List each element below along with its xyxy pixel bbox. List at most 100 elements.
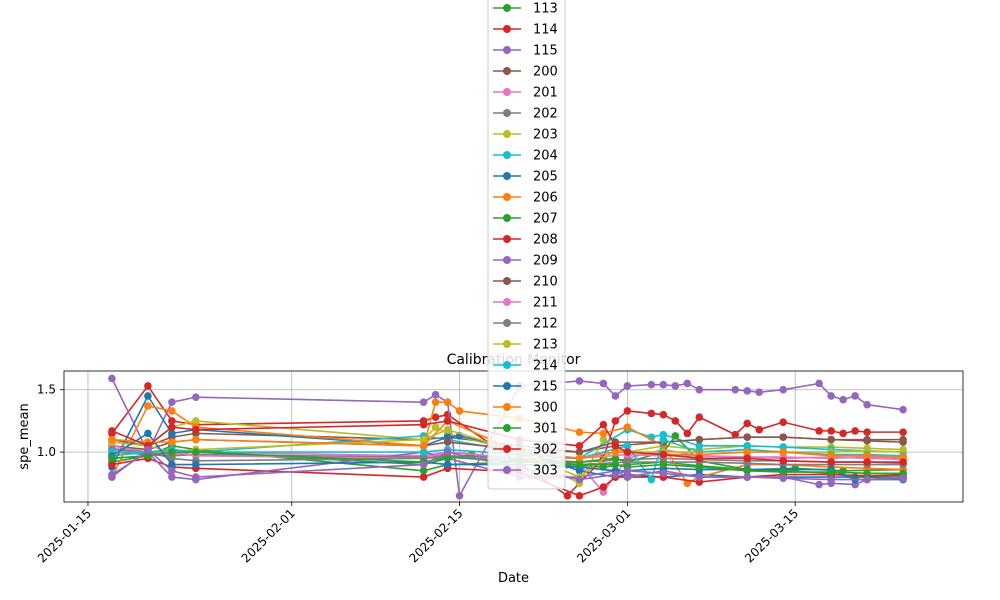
data-point bbox=[659, 469, 668, 478]
data-point bbox=[863, 458, 871, 466]
legend-entry: 208 bbox=[493, 233, 558, 248]
series-lines bbox=[108, 374, 907, 500]
legend-label: 300 bbox=[533, 401, 558, 416]
data-point bbox=[575, 475, 584, 484]
data-point bbox=[611, 442, 620, 450]
data-point bbox=[443, 417, 452, 425]
legend-entry: 201 bbox=[493, 86, 558, 101]
data-point bbox=[839, 429, 847, 438]
data-point bbox=[599, 435, 608, 444]
legend-label: 203 bbox=[533, 128, 558, 143]
legend-swatch-marker bbox=[503, 298, 511, 306]
data-point bbox=[168, 429, 176, 438]
data-point bbox=[779, 448, 787, 456]
data-point bbox=[755, 388, 764, 397]
data-point bbox=[623, 467, 632, 475]
legend-entry: 207 bbox=[493, 212, 558, 227]
data-point bbox=[659, 450, 668, 459]
data-point bbox=[623, 407, 632, 415]
data-point bbox=[695, 413, 704, 421]
data-point bbox=[815, 480, 823, 489]
legend-entry: 212 bbox=[493, 317, 558, 332]
data-point bbox=[144, 402, 152, 410]
data-point bbox=[431, 398, 440, 406]
data-point bbox=[779, 418, 787, 426]
legend-swatch-marker bbox=[503, 361, 511, 369]
data-point bbox=[839, 395, 847, 404]
series-line bbox=[111, 378, 904, 499]
legend-swatch-marker bbox=[503, 424, 511, 432]
legend-swatch-marker bbox=[503, 466, 511, 474]
data-point bbox=[743, 454, 752, 463]
data-point bbox=[899, 435, 907, 444]
data-point bbox=[192, 435, 200, 444]
data-point bbox=[192, 417, 200, 425]
legend-entry: 204 bbox=[493, 149, 558, 164]
data-point bbox=[419, 448, 428, 456]
legend-swatch-marker bbox=[503, 151, 511, 159]
data-point bbox=[695, 463, 704, 471]
data-point bbox=[192, 460, 200, 469]
data-point bbox=[168, 473, 176, 481]
data-point bbox=[743, 467, 752, 475]
data-point bbox=[419, 460, 428, 469]
data-point bbox=[192, 473, 200, 481]
data-point bbox=[611, 448, 620, 456]
data-point bbox=[863, 400, 871, 409]
data-point bbox=[671, 417, 680, 425]
data-point bbox=[419, 420, 428, 429]
legend-label: 113 bbox=[533, 2, 558, 17]
data-point bbox=[743, 419, 752, 428]
data-point bbox=[899, 458, 907, 466]
data-point bbox=[659, 460, 668, 469]
legend-label: 115 bbox=[533, 44, 558, 59]
legend-entry: 200 bbox=[493, 65, 558, 80]
data-point bbox=[431, 413, 440, 421]
legend-label: 303 bbox=[533, 464, 558, 479]
data-point bbox=[647, 475, 656, 484]
data-point bbox=[899, 405, 907, 414]
data-point bbox=[659, 435, 668, 444]
data-point bbox=[623, 473, 632, 481]
legend-entry: 211 bbox=[493, 296, 558, 311]
data-point bbox=[851, 392, 859, 400]
data-point bbox=[419, 467, 428, 475]
data-point bbox=[443, 438, 452, 446]
data-point bbox=[743, 473, 752, 481]
legend-label: 212 bbox=[533, 317, 558, 332]
legend-swatch-marker bbox=[503, 235, 511, 243]
data-point bbox=[671, 432, 680, 440]
legend-entry: 303 bbox=[493, 464, 558, 479]
legend-entry: 202 bbox=[493, 107, 558, 122]
data-point bbox=[827, 392, 835, 400]
data-point bbox=[779, 468, 787, 476]
data-point bbox=[647, 409, 656, 418]
data-point bbox=[168, 454, 176, 463]
legend-label: 207 bbox=[533, 212, 558, 227]
data-point bbox=[659, 410, 668, 419]
series-line bbox=[111, 448, 904, 466]
legend-entry: 115 bbox=[493, 44, 558, 59]
data-point bbox=[168, 417, 176, 425]
data-point bbox=[443, 460, 452, 469]
legend-label: 114 bbox=[533, 23, 558, 38]
data-point bbox=[563, 491, 572, 500]
series-line bbox=[111, 420, 904, 463]
data-point bbox=[827, 468, 835, 476]
data-point bbox=[168, 407, 176, 415]
legend-label: 204 bbox=[533, 149, 558, 164]
legend-entry: 113 bbox=[493, 2, 558, 17]
x-axis-label: Date bbox=[498, 571, 529, 586]
data-point bbox=[827, 452, 835, 460]
data-point bbox=[743, 387, 752, 395]
data-point bbox=[443, 425, 452, 434]
data-point bbox=[611, 392, 620, 400]
data-point bbox=[443, 448, 452, 456]
data-point bbox=[419, 398, 428, 406]
data-point bbox=[671, 382, 680, 390]
series-303 bbox=[108, 445, 907, 484]
data-point bbox=[683, 429, 692, 438]
data-point bbox=[144, 445, 152, 454]
data-point bbox=[192, 425, 200, 434]
